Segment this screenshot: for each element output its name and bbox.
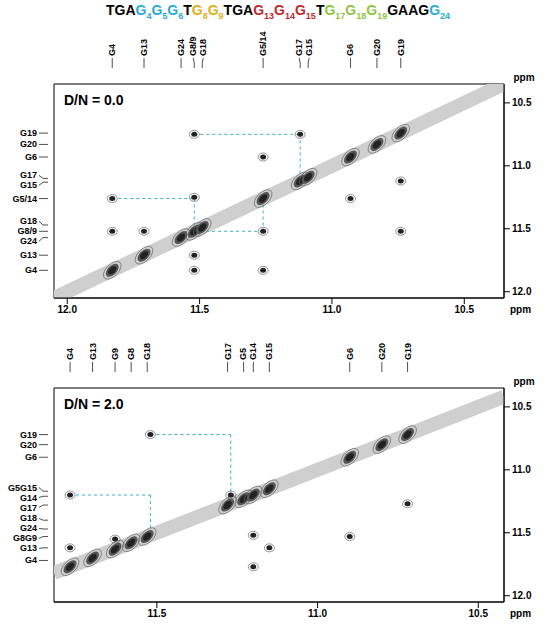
html-text:D/N = 2.0: D/N = 2.0 [64,396,124,412]
svg-text:G15: G15 [20,180,37,190]
svg-text:10.5: 10.5 [455,304,475,315]
html-text:TGA G4G5G6T G8G9TGA G13G14G15T: TGA G4G5G6T G8G9TGA G13G14G15T G17G18G19… [105,2,451,21]
svg-text:11.5: 11.5 [512,527,531,538]
svg-text:G18: G18 [20,216,37,226]
svg-text:G4: G4 [107,44,117,56]
svg-text:G13: G13 [20,250,37,260]
svg-text:11.0: 11.0 [512,464,531,475]
svg-text:ppm: ppm [510,608,531,619]
svg-text:11.0: 11.0 [308,608,327,619]
svg-text:11.0: 11.0 [322,304,341,315]
svg-text:11.0: 11.0 [512,160,531,171]
svg-text:G4: G4 [25,555,37,565]
svg-text:10.5: 10.5 [469,608,489,619]
svg-text:G8G9: G8G9 [13,533,37,543]
svg-text:G24: G24 [20,523,37,533]
svg-text:G14: G14 [20,493,37,503]
svg-text:G6: G6 [25,152,37,162]
svg-text:11.5: 11.5 [512,223,531,234]
svg-text:G17: G17 [20,503,37,513]
svg-text:G5/14: G5/14 [258,31,268,56]
svg-text:G13: G13 [88,343,98,360]
svg-text:G17: G17 [20,170,37,180]
svg-text:G13: G13 [139,39,149,56]
svg-text:G6: G6 [25,452,37,462]
svg-text:G6: G6 [345,348,355,360]
svg-text:G8/9: G8/9 [17,226,37,236]
svg-text:12.0: 12.0 [58,304,78,315]
svg-text:G24: G24 [176,39,186,56]
svg-text:ppm: ppm [510,304,531,315]
svg-text:G20: G20 [377,343,387,360]
svg-text:G18: G18 [20,513,37,523]
svg-text:G19: G19 [20,430,37,440]
svg-text:G5/14: G5/14 [12,194,37,204]
svg-text:G9: G9 [110,348,120,360]
svg-text:G8: G8 [126,348,136,360]
svg-text:11.5: 11.5 [147,608,166,619]
svg-text:G19: G19 [20,128,37,138]
svg-text:G5: G5 [238,348,248,360]
svg-text:ppm: ppm [513,376,534,387]
svg-text:G20: G20 [20,139,37,149]
svg-text:G17: G17 [223,343,233,360]
html-text:D/N = 0.0: D/N = 0.0 [64,92,124,108]
svg-text:11.5: 11.5 [190,304,209,315]
svg-text:G13: G13 [20,543,37,553]
svg-text:G24: G24 [20,236,37,246]
svg-text:12.0: 12.0 [512,286,532,297]
svg-text:G18: G18 [198,39,208,56]
svg-text:ppm: ppm [513,72,534,83]
svg-text:G6: G6 [345,44,355,56]
svg-text:G19: G19 [403,343,413,360]
svg-text:G20: G20 [20,440,37,450]
svg-text:G15: G15 [264,343,274,360]
svg-text:10.5: 10.5 [512,401,532,412]
svg-text:G4: G4 [65,348,75,360]
svg-text:12.0: 12.0 [512,590,532,601]
svg-text:G17: G17 [294,39,304,56]
svg-text:G14: G14 [248,343,258,360]
svg-text:G20: G20 [372,39,382,56]
svg-text:G18: G18 [142,343,152,360]
svg-text:G5G15: G5G15 [8,483,37,493]
svg-text:G19: G19 [396,39,406,56]
svg-text:G8/9: G8/9 [188,36,198,56]
svg-text:G15: G15 [304,39,314,56]
svg-text:10.5: 10.5 [512,97,532,108]
svg-text:G4: G4 [25,265,37,275]
